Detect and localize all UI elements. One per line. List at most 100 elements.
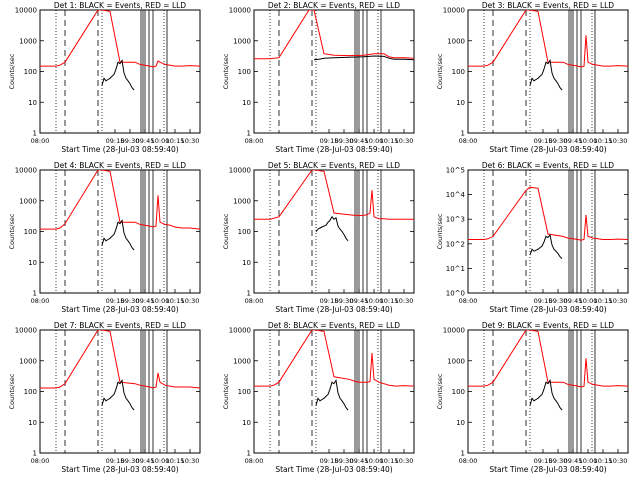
events-series-line	[313, 55, 414, 61]
x-tick-label: 10:15	[380, 137, 399, 145]
y-tick-label: 100	[238, 228, 251, 236]
x-tick-label: 10:00	[579, 297, 598, 305]
x-axis-label: Start Time (28-Jul-03 08:59:40)	[275, 145, 392, 154]
x-tick-label: 08:00	[245, 137, 264, 145]
y-tick-label: 100	[24, 388, 37, 396]
events-series-line	[529, 58, 563, 91]
detector-panel-3: Det 3: BLACK = Events, RED = LLD 1 10 100 10…	[436, 1, 629, 154]
x-tick-label: 09:30	[121, 297, 140, 305]
x-tick-label: 09:45	[350, 137, 369, 145]
x-tick-label: 09:45	[564, 457, 583, 465]
y-tick-label: 10	[456, 99, 465, 107]
x-tick-label: 10:30	[181, 137, 200, 145]
y-tick-label: 10	[28, 259, 37, 267]
y-tick-label: 1	[33, 130, 37, 138]
x-tick-label: 09:45	[350, 297, 369, 305]
plot-frame	[253, 9, 415, 134]
panel-title: Det 3: BLACK = Events, RED = LLD	[482, 1, 614, 10]
x-tick-label: 09:30	[335, 457, 354, 465]
y-tick-label: 10	[28, 419, 37, 427]
lld-series-line	[254, 10, 414, 60]
y-tick-label: 100	[238, 68, 251, 76]
x-tick-label: 09:30	[549, 457, 568, 465]
x-tick-label: 08:00	[459, 457, 478, 465]
x-tick-label: 10:15	[594, 297, 613, 305]
x-tick-label: 10:15	[594, 457, 613, 465]
x-axis-label: Start Time (28-Jul-03 08:59:40)	[61, 465, 178, 474]
y-tick-label: 10000	[443, 7, 465, 15]
y-tick-label: 10000	[15, 167, 37, 175]
y-tick-label: 100	[452, 388, 465, 396]
y-axis-label: Counts/sec	[8, 213, 16, 249]
x-tick-label: 10:30	[609, 297, 628, 305]
y-tick-label: 10^3	[446, 216, 465, 224]
y-tick-label: 10	[242, 259, 251, 267]
y-tick-label: 10000	[229, 167, 251, 175]
x-tick-label: 10:15	[166, 137, 185, 145]
events-series-line	[315, 215, 349, 242]
plot-frame	[39, 329, 201, 454]
y-tick-label: 1	[247, 450, 251, 458]
lld-series-line	[254, 170, 414, 220]
lld-series-line	[468, 186, 628, 241]
y-tick-label: 1000	[233, 357, 251, 365]
y-tick-label: 1	[247, 130, 251, 138]
plot-frame	[39, 9, 201, 134]
y-axis-label: Counts/sec	[8, 53, 16, 89]
y-tick-label: 1000	[233, 197, 251, 205]
lld-series-line	[40, 330, 200, 389]
x-tick-label: 09:15	[534, 457, 553, 465]
plot-frame	[467, 169, 629, 294]
x-tick-label: 09:15	[320, 137, 339, 145]
y-tick-label: 10^1	[446, 265, 465, 273]
y-tick-label: 10000	[15, 327, 37, 335]
y-tick-label: 10^5	[446, 167, 465, 175]
x-tick-label: 10:00	[151, 457, 170, 465]
x-tick-label: 10:15	[166, 457, 185, 465]
detector-panel-1: Det 1: BLACK = Events, RED = LLD 1 10 100 10…	[8, 1, 201, 154]
plot-frame	[253, 169, 415, 294]
x-tick-label: 08:00	[245, 457, 264, 465]
y-tick-label: 10	[242, 419, 251, 427]
events-series-line	[101, 218, 135, 251]
y-tick-label: 1000	[447, 357, 465, 365]
plot-frame	[253, 329, 415, 454]
lld-series-line	[254, 330, 414, 387]
x-axis-label: Start Time (28-Jul-03 08:59:40)	[61, 145, 178, 154]
x-tick-label: 10:00	[579, 457, 598, 465]
x-tick-label: 08:00	[459, 297, 478, 305]
y-tick-label: 10000	[229, 327, 251, 335]
detector-panel-6: Det 6: BLACK = Events, RED = LLD 10^0 10^1…	[436, 161, 629, 314]
y-tick-label: 10^4	[446, 191, 466, 199]
y-tick-label: 1000	[233, 37, 251, 45]
y-tick-label: 10	[242, 99, 251, 107]
y-tick-label: 1	[33, 450, 37, 458]
x-tick-label: 10:00	[579, 137, 598, 145]
y-tick-label: 100	[24, 68, 37, 76]
x-tick-label: 09:45	[136, 297, 155, 305]
x-tick-label: 09:30	[121, 457, 140, 465]
x-tick-label: 09:15	[106, 137, 125, 145]
x-tick-label: 10:15	[166, 297, 185, 305]
panel-title: Det 9: BLACK = Events, RED = LLD	[482, 321, 614, 330]
lld-series-line	[40, 170, 200, 230]
y-tick-label: 1000	[447, 37, 465, 45]
x-axis-label: Start Time (28-Jul-03 08:59:40)	[489, 465, 606, 474]
plot-frame	[467, 9, 629, 134]
x-tick-label: 09:15	[320, 457, 339, 465]
events-series-line	[529, 378, 563, 411]
y-tick-label: 10^2	[446, 240, 465, 248]
x-tick-label: 09:45	[564, 137, 583, 145]
panel-title: Det 7: BLACK = Events, RED = LLD	[54, 321, 186, 330]
x-tick-label: 10:15	[380, 297, 399, 305]
detector-panel-8: Det 8: BLACK = Events, RED = LLD 1 10 100 10…	[222, 321, 415, 474]
x-tick-label: 08:00	[459, 137, 478, 145]
x-tick-label: 10:00	[365, 297, 384, 305]
y-tick-label: 100	[452, 68, 465, 76]
x-tick-label: 09:15	[106, 457, 125, 465]
y-tick-label: 1	[33, 290, 37, 298]
x-tick-label: 10:30	[395, 457, 414, 465]
events-series-line	[101, 378, 135, 411]
x-axis-label: Start Time (28-Jul-03 08:59:40)	[61, 305, 178, 314]
